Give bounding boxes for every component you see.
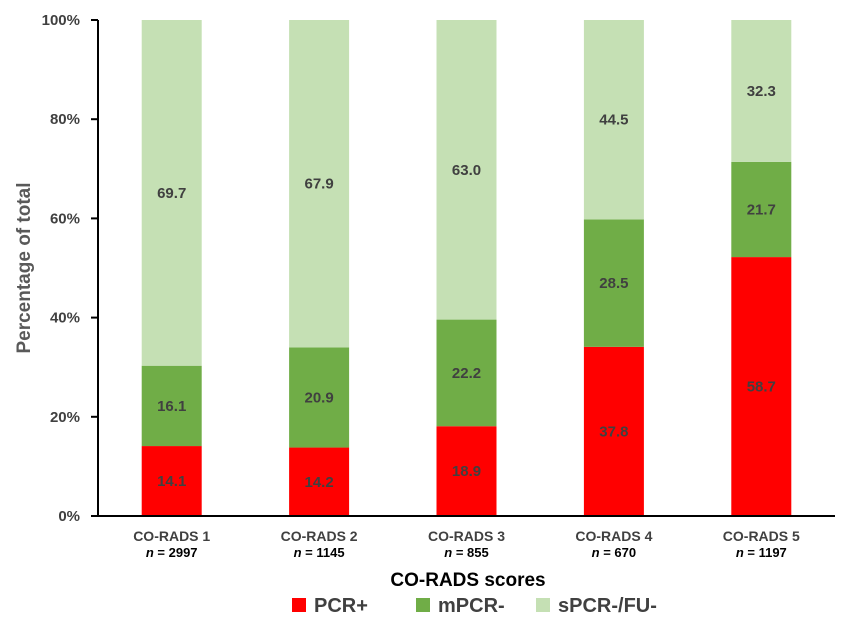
- data-label: 67.9: [304, 176, 333, 193]
- n-count-label: n = 2997: [146, 545, 198, 560]
- legend-label: mPCR-: [438, 595, 505, 617]
- x-tick-label: CO-RADS 4: [575, 528, 652, 544]
- y-axis-title: Percentage of total: [14, 182, 35, 353]
- bar-segment: [583, 346, 644, 516]
- y-axis-tick-marks: [91, 19, 98, 517]
- data-label: 69.7: [157, 185, 186, 202]
- legend-swatch: [536, 598, 550, 612]
- y-tick-label: 20%: [50, 409, 80, 426]
- data-label: 20.9: [304, 389, 333, 406]
- n-value: = 670: [603, 545, 636, 560]
- legend-swatch: [292, 598, 306, 612]
- n-symbol: n: [146, 545, 158, 560]
- legend-label: PCR+: [314, 595, 368, 617]
- n-value: = 855: [456, 545, 489, 560]
- bar-segment: [141, 20, 202, 366]
- bar-segment: [436, 319, 497, 427]
- y-tick-label: 80%: [50, 111, 80, 128]
- bar-segment: [436, 20, 497, 320]
- n-value: = 1145: [305, 545, 344, 560]
- bar-segment: [731, 20, 792, 162]
- bar-segment: [141, 365, 202, 447]
- n-symbol: n: [736, 545, 748, 560]
- x-axis-title: CO-RADS scores: [390, 570, 545, 591]
- bar-segment: [289, 347, 350, 448]
- legend-label: sPCR-/FU-: [558, 595, 657, 617]
- data-label: 22.2: [452, 365, 481, 382]
- data-label: 16.1: [157, 398, 186, 415]
- bar-segment: [731, 161, 792, 258]
- y-axis-ticks: 0% 20% 40% 60% 80% 100%: [42, 12, 80, 525]
- data-label: 18.9: [452, 463, 481, 480]
- data-label: 37.8: [599, 423, 628, 440]
- segment-labels: 14.1 16.1 69.7 14.2 20.9 67.9 18.9 22.2 63.0 37.8…: [157, 83, 776, 491]
- n-symbol: n: [592, 545, 604, 560]
- n-value: = 1197: [747, 545, 786, 560]
- bar-segment: [731, 257, 792, 516]
- n-count-label: n = 1197: [736, 545, 787, 560]
- n-value: = 2997: [157, 545, 197, 560]
- y-tick-label: 100%: [42, 12, 80, 29]
- x-tick-label: CO-RADS 5: [723, 528, 800, 544]
- bar-segment: [583, 20, 644, 220]
- n-count-label: n = 855: [444, 545, 488, 560]
- bar-segment: [289, 447, 350, 516]
- n-count-label: n = 670: [592, 545, 636, 560]
- data-label: 14.2: [304, 474, 333, 491]
- y-tick-label: 40%: [50, 310, 80, 327]
- y-tick-label: 0%: [58, 508, 80, 525]
- data-label: 58.7: [747, 379, 776, 396]
- data-label: 32.3: [747, 83, 776, 100]
- x-tick-label: CO-RADS 2: [281, 528, 358, 544]
- data-label: 44.5: [599, 112, 628, 129]
- bar-segment: [289, 20, 350, 348]
- x-tick-label: CO-RADS 3: [428, 528, 505, 544]
- legend-swatch: [416, 598, 430, 612]
- bars: [141, 20, 792, 516]
- data-label: 28.5: [599, 275, 628, 292]
- bar-segment: [141, 446, 202, 516]
- bar-segment: [583, 219, 644, 347]
- y-tick-label: 60%: [50, 210, 80, 227]
- data-label: 63.0: [452, 162, 481, 179]
- x-tick-label: CO-RADS 1: [133, 528, 210, 544]
- data-label: 14.1: [157, 473, 186, 490]
- n-count-label: n = 1145: [294, 545, 345, 560]
- n-symbol: n: [294, 545, 306, 560]
- n-symbol: n: [444, 545, 456, 560]
- bar-segment: [436, 426, 497, 516]
- legend: PCR+ mPCR-sPCR-/FU-: [292, 595, 657, 617]
- data-label: 21.7: [747, 201, 776, 218]
